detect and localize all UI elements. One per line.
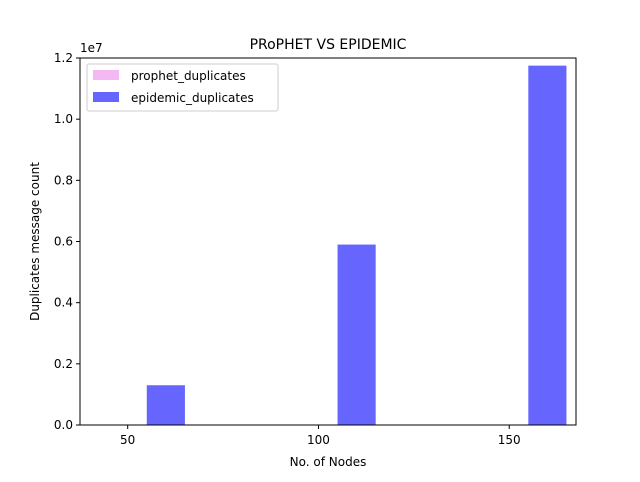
bar-epidemic_duplicates-150 bbox=[528, 65, 567, 425]
y-tick-label: 0.2 bbox=[54, 357, 73, 371]
legend-label-prophet: prophet_duplicates bbox=[131, 69, 246, 83]
legend-label-epidemic: epidemic_duplicates bbox=[131, 91, 254, 105]
legend: prophet_duplicates epidemic_duplicates bbox=[86, 63, 279, 112]
y-tick-label: 1.2 bbox=[54, 51, 73, 65]
x-ticks: 50 100 150 bbox=[120, 425, 521, 447]
x-tick-label: 150 bbox=[498, 433, 521, 447]
bar-epidemic_duplicates-50 bbox=[146, 385, 185, 425]
legend-box bbox=[86, 63, 279, 112]
y-ticks: 0.0 0.2 0.4 0.6 0.8 1.0 1.2 bbox=[54, 51, 80, 432]
x-tick-label: 100 bbox=[307, 433, 330, 447]
y-tick-label: 0.6 bbox=[54, 235, 73, 249]
x-tick-label: 50 bbox=[120, 433, 135, 447]
legend-swatch-epidemic bbox=[93, 92, 119, 102]
y-tick-label: 0.0 bbox=[54, 418, 73, 432]
y-tick-label: 0.8 bbox=[54, 173, 73, 187]
y-offset-label: 1e7 bbox=[80, 41, 103, 55]
y-axis-label: Duplicates message count bbox=[28, 162, 42, 321]
bar-epidemic_duplicates-100 bbox=[337, 244, 376, 425]
plot-frame bbox=[79, 57, 577, 426]
bars bbox=[146, 65, 567, 425]
x-axis-label: No. of Nodes bbox=[290, 455, 367, 469]
y-tick-label: 0.4 bbox=[54, 296, 73, 310]
legend-swatch-prophet bbox=[93, 70, 119, 80]
chart-title: PRoPHET VS EPIDEMIC bbox=[250, 37, 407, 53]
y-tick-label: 1.0 bbox=[54, 112, 73, 126]
